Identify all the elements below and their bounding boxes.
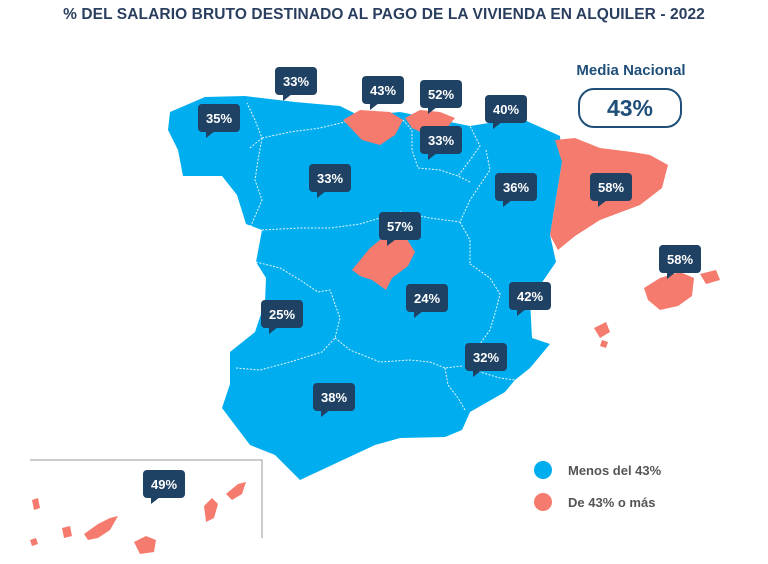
baleares-shape: [594, 270, 720, 348]
callout-cataluna: 58%: [590, 173, 632, 207]
callout-extremadura: 25%: [261, 300, 303, 334]
callout-castilla-y-leon: 33%: [309, 164, 351, 198]
legend-label-below: Menos del 43%: [568, 462, 662, 478]
callout-murcia: 32%: [465, 343, 507, 377]
callout-cantabria: 43%: [362, 76, 404, 110]
national-average-value: 43%: [578, 88, 682, 128]
legend-swatch-above: [534, 493, 552, 511]
callout-madrid: 57%: [379, 212, 421, 246]
legend-item-below: Menos del 43%: [534, 460, 661, 480]
callout-pais-vasco: 52%: [420, 80, 462, 114]
callout-canarias: 49%: [143, 470, 185, 504]
legend: Menos del 43% De 43% o más: [534, 460, 661, 524]
callout-baleares: 58%: [659, 245, 701, 279]
legend-item-above: De 43% o más: [534, 492, 661, 512]
legend-label-above: De 43% o más: [568, 494, 656, 510]
callout-aragon: 36%: [495, 173, 537, 207]
cantabria-region: [343, 110, 403, 145]
callout-galicia: 35%: [198, 104, 240, 138]
canarias-inset: [30, 459, 263, 554]
callout-andalucia: 38%: [313, 383, 355, 417]
national-average-label: Media Nacional: [576, 62, 686, 79]
callout-asturias: 33%: [275, 67, 317, 101]
callout-navarra: 40%: [485, 95, 527, 129]
callout-castilla-la-mancha: 24%: [406, 284, 448, 318]
callout-la-rioja: 33%: [420, 126, 462, 160]
callout-comunitat-valenciana: 42%: [509, 282, 551, 316]
legend-swatch-below: [534, 461, 552, 479]
madrid-region: [352, 236, 415, 290]
page-title: % DEL SALARIO BRUTO DESTINADO AL PAGO DE…: [63, 6, 705, 23]
